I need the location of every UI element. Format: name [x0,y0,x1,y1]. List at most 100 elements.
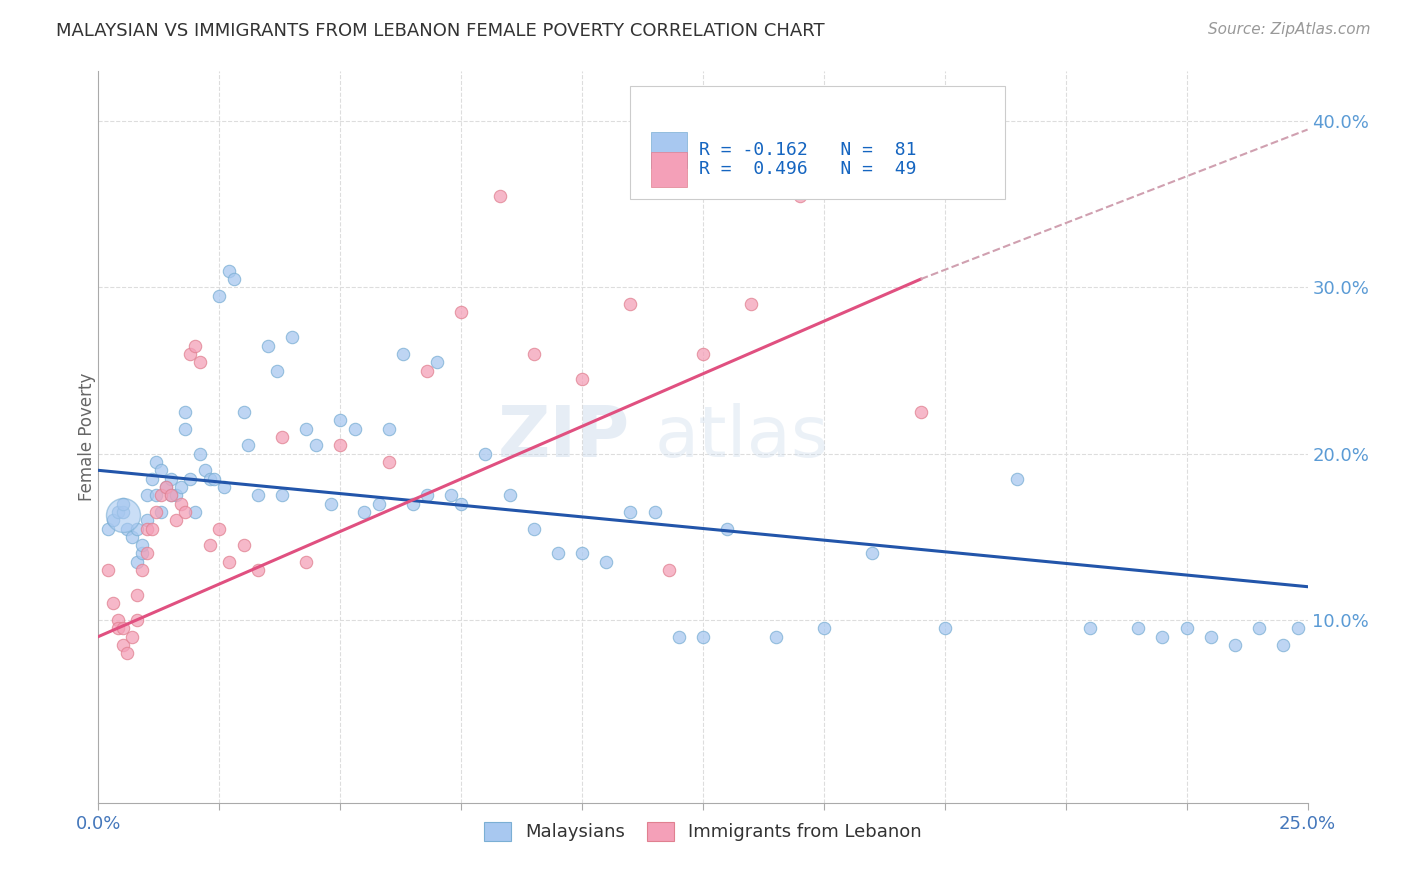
Text: atlas: atlas [655,402,830,472]
Point [111,497,134,511]
Point [571,546,593,560]
Point [111,638,134,652]
Point [860,546,883,560]
Text: MALAYSIAN VS IMMIGRANTS FROM LEBANON FEMALE POVERTY CORRELATION CHART: MALAYSIAN VS IMMIGRANTS FROM LEBANON FEM… [56,22,825,40]
Point [131,546,153,560]
Point [150,505,173,519]
Point [440,488,463,502]
Point [619,297,641,311]
Point [222,272,245,286]
Point [860,139,883,153]
Point [910,405,932,419]
Point [644,505,666,519]
Point [131,538,153,552]
Point [416,488,439,502]
Point [247,488,270,502]
Point [232,538,254,552]
Point [174,422,197,436]
FancyBboxPatch shape [630,86,1005,200]
Point [150,488,173,502]
FancyBboxPatch shape [651,132,688,168]
Point [765,630,787,644]
Point [155,480,177,494]
Point [450,305,472,319]
Point [547,546,569,560]
Point [247,563,270,577]
Point [329,413,352,427]
Point [111,505,134,519]
Point [498,488,520,502]
Point [131,563,153,577]
Point [329,438,352,452]
Point [97,521,120,535]
Point [934,621,956,635]
Legend: Malaysians, Immigrants from Lebanon: Malaysians, Immigrants from Lebanon [477,814,929,848]
Text: R =  0.496   N =  49: R = 0.496 N = 49 [699,161,917,178]
Point [97,563,120,577]
Point [117,646,139,660]
Point [145,455,167,469]
Point [198,538,221,552]
Point [377,455,399,469]
Point [619,505,641,519]
Point [208,521,231,535]
Point [135,488,157,502]
Point [127,521,149,535]
Point [117,521,139,535]
Point [194,463,217,477]
Point [155,480,177,494]
Point [474,447,496,461]
Point [145,488,167,502]
Point [141,472,163,486]
Point [450,497,472,511]
Point [107,621,129,635]
Point [426,355,449,369]
Point [184,338,207,352]
Point [198,472,221,486]
Point [256,338,278,352]
Point [107,505,129,519]
Point [184,505,207,519]
Text: ZIP: ZIP [498,402,630,472]
Point [111,508,134,523]
Point [668,630,690,644]
Point [188,447,211,461]
Point [107,613,129,627]
Point [127,555,149,569]
Point [169,480,191,494]
Point [212,480,235,494]
Point [740,297,762,311]
Point [169,497,191,511]
Point [141,521,163,535]
Point [145,505,167,519]
Point [343,422,366,436]
Point [571,372,593,386]
Point [295,422,318,436]
Point [135,521,157,535]
Point [523,347,546,361]
Point [218,555,240,569]
Point [135,513,157,527]
Point [266,363,288,377]
Point [368,497,391,511]
Point [179,472,201,486]
Point [523,521,546,535]
Point [692,347,714,361]
Point [1199,630,1222,644]
Point [1286,621,1309,635]
Point [101,513,124,527]
Point [121,630,143,644]
Point [111,621,134,635]
Point [238,438,260,452]
Point [188,355,211,369]
Point [1007,472,1029,486]
Point [353,505,375,519]
Point [305,438,328,452]
Point [174,505,197,519]
Point [1128,621,1150,635]
Point [1272,638,1295,652]
Point [416,363,439,377]
Point [1223,638,1246,652]
Y-axis label: Female Poverty: Female Poverty [79,373,96,501]
Point [692,630,714,644]
